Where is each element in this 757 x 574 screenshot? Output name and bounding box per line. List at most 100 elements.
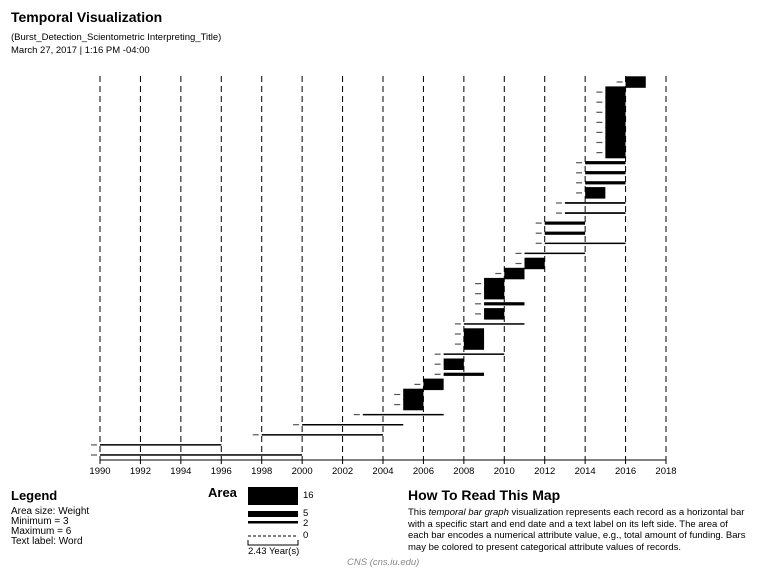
record-label-mark [596,111,603,113]
record-bar [625,76,646,88]
record-label-mark [91,444,97,446]
area-swatch-2 [248,521,298,524]
record-label-mark [394,404,401,406]
legend-text-label: Text label: Word [11,536,83,547]
legend-maximum: Maximum = 6 [11,526,72,537]
record-bar [484,308,505,320]
record-bar [524,257,545,270]
record-bar [605,106,626,118]
record-label-mark [535,222,542,224]
x-tick-label: 2004 [372,466,393,477]
record-bar [544,221,586,225]
record-label-mark [576,162,583,164]
x-tick-label: 2000 [292,466,313,477]
record-bar [484,302,525,306]
area-legend-title: Area [208,485,237,500]
page-subtitle: (Burst_Detection_Scientometric Interpret… [11,32,222,43]
area-value-5: 5 [303,508,309,519]
record-label-mark [434,353,441,355]
record-label-mark [252,434,259,436]
area-scale-label: 2.43 Year(s) [248,546,300,557]
page-title: Temporal Visualization [11,9,163,25]
record-label-mark [495,272,502,275]
legend-area-size: Area size: Weight [11,506,90,517]
x-tick-label: 2018 [655,466,676,477]
record-bar [504,267,525,280]
x-tick-label: 1990 [89,466,110,477]
record-label-mark [353,414,360,416]
x-tick-label: 2010 [494,466,515,477]
x-tick-label: 2012 [534,466,555,477]
timestamp: March 27, 2017 | 1:16 PM -04:00 [11,45,150,56]
record-bar [100,444,222,446]
area-value-16: 16 [303,490,314,501]
record-label-mark [596,91,603,93]
record-label-mark [596,152,603,154]
x-tick-label: 1998 [251,466,272,477]
x-tick-label: 2016 [615,466,636,477]
area-value-2: 2 [303,518,309,529]
record-bar [605,96,626,108]
record-bar [443,372,485,376]
record-bar [463,328,485,340]
x-tick-label: 2008 [453,466,474,477]
record-bar [403,388,424,401]
record-label-mark [454,333,461,335]
record-label-mark [596,101,603,103]
record-bar [524,252,586,255]
record-bar [463,338,485,350]
record-label-mark [475,283,482,285]
record-label-mark [596,131,603,133]
legend-minimum: Minimum = 3 [11,516,69,527]
record-bar [463,323,525,325]
howto-text: This temporal bar graph visualization re… [408,507,748,553]
record-label-mark [596,121,603,123]
record-label-mark [515,262,522,265]
howto-text-post: visualization represents each record as … [408,507,746,553]
footer-credit: CNS (cns.iu.edu) [347,557,420,568]
howto-text-pre: This [408,507,429,518]
record-label-mark [293,424,300,426]
record-label-mark [576,182,583,184]
record-label-mark [535,242,542,244]
record-bar [605,136,626,149]
area-scale-bracket [247,540,299,546]
record-bar [605,116,626,129]
record-bar [100,454,303,456]
record-label-mark [535,232,542,234]
record-bar [585,161,626,165]
record-label-mark [434,373,441,375]
record-bar [403,398,424,411]
x-tick-label: 2002 [332,466,353,477]
record-bar [564,202,626,204]
record-label-mark [475,313,482,315]
record-label-mark [555,202,562,204]
record-label-mark [555,212,562,214]
x-tick-label: 1994 [170,466,191,477]
record-bar [302,424,404,426]
record-bar [443,353,505,355]
x-tick-label: 1996 [211,466,232,477]
record-bar [605,86,626,98]
record-bar [585,181,626,185]
record-label-mark [576,192,583,194]
record-label-mark [414,383,421,385]
record-label-mark [576,172,583,174]
record-bar [484,287,505,300]
record-bar [261,434,384,436]
record-bar [585,187,606,199]
record-bar [544,231,586,235]
area-value-0: 0 [303,530,309,541]
howto-title: How To Read This Map [408,487,561,503]
record-bar [605,146,626,159]
x-tick-label: 2006 [413,466,434,477]
area-swatch-5 [248,511,298,517]
record-bar [544,242,626,245]
record-label-mark [434,363,441,365]
record-bar [605,126,626,139]
x-tick-label: 1992 [130,466,151,477]
howto-text-em: temporal bar graph [428,507,509,518]
record-bar [423,378,444,391]
area-swatch-16 [248,487,298,505]
